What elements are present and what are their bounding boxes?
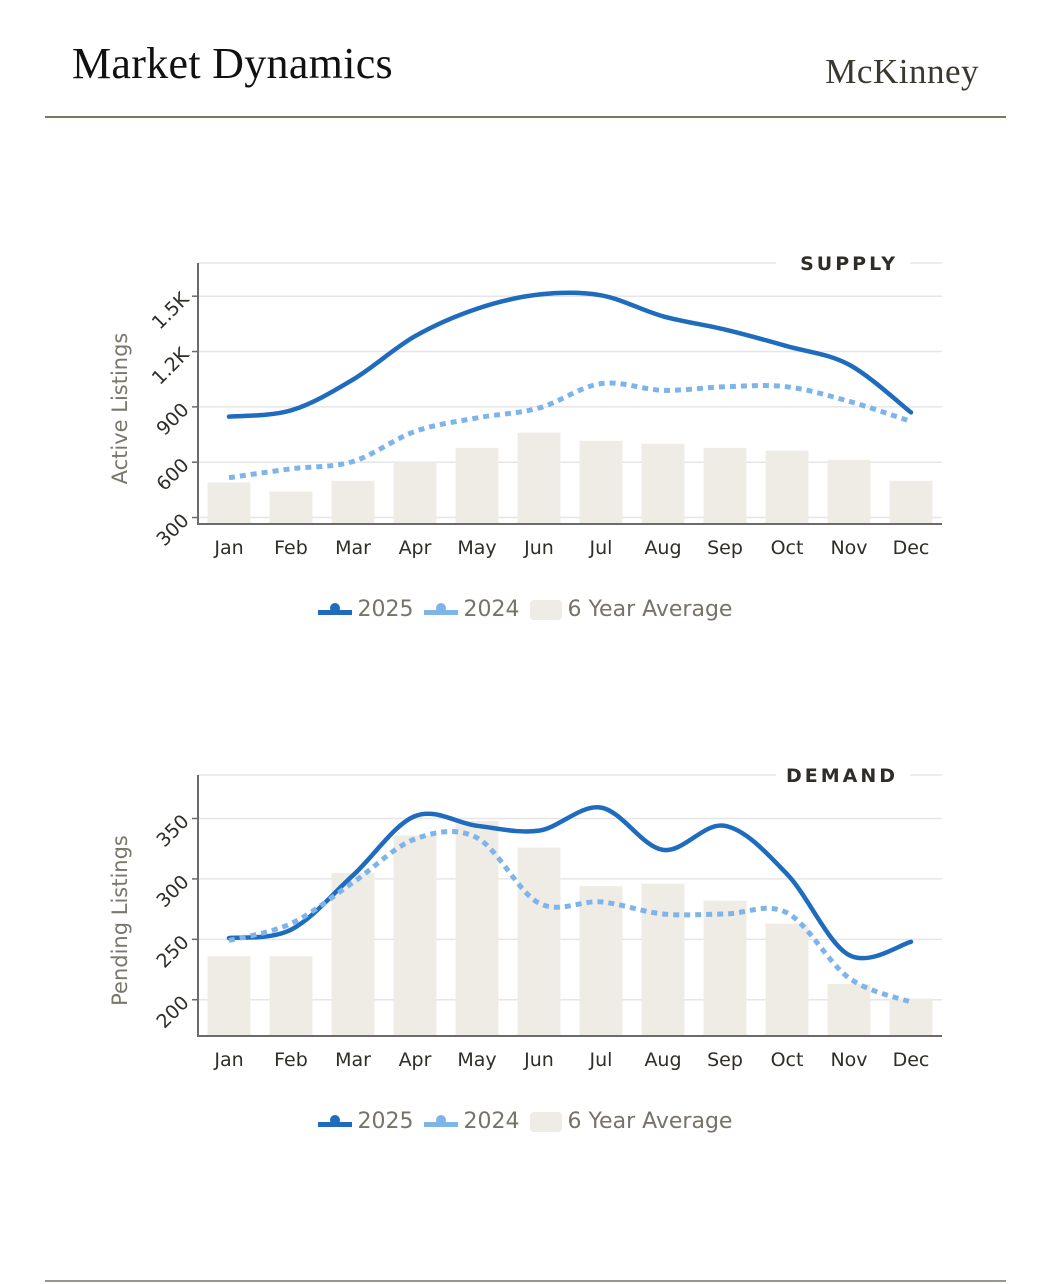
- x-tick-label: Jul: [589, 537, 613, 559]
- average-bar: [393, 835, 437, 1036]
- y-tick-label: 250: [152, 931, 193, 972]
- series-line-2025: [226, 805, 914, 961]
- x-tick-label: Jun: [523, 537, 554, 559]
- average-bar: [393, 462, 437, 524]
- legend-label-2024: 2024: [463, 597, 520, 622]
- average-bar: [207, 956, 251, 1036]
- average-bar: [889, 998, 933, 1036]
- x-tick-label: Oct: [771, 537, 804, 559]
- legend-item-2024[interactable]: 2024: [423, 597, 520, 622]
- legend-label-2025: 2025: [357, 1109, 414, 1134]
- x-tick-label: Aug: [644, 1049, 681, 1071]
- x-tick-label: Mar: [335, 1049, 371, 1071]
- average-bar: [765, 450, 809, 524]
- legend-line-2024-icon: [423, 1114, 458, 1129]
- legend-swatch-average-icon: [529, 1111, 562, 1132]
- section-label: SUPPLY: [800, 253, 898, 275]
- page-title: Market Dynamics: [72, 39, 393, 88]
- average-bar: [269, 956, 313, 1036]
- section-label-background: [776, 763, 910, 787]
- average-bar: [641, 883, 685, 1036]
- legend-label-average: 6 Year Average: [567, 597, 733, 622]
- average-bar: [517, 847, 561, 1036]
- legend-item-2025[interactable]: 2025: [317, 597, 414, 622]
- legend-line-2025-icon: [317, 1114, 352, 1129]
- legend-label-2024: 2024: [463, 1109, 520, 1134]
- supply-legend: 2025 2024 6 Year Average: [0, 597, 1054, 622]
- average-bar: [331, 872, 375, 1036]
- average-bar: [765, 923, 809, 1036]
- x-tick-label: Feb: [274, 537, 308, 559]
- average-bar: [827, 459, 871, 524]
- footer-divider: [45, 1280, 1006, 1282]
- average-bar: [827, 984, 871, 1036]
- city-name: McKinney: [825, 52, 979, 91]
- legend-label-average: 6 Year Average: [567, 1109, 733, 1134]
- x-tick-label: Mar: [335, 537, 371, 559]
- demand-chart: 200 250 300 350 Jan Feb Mar Apr May Jun Jul Aug Sep O…: [108, 763, 942, 1071]
- x-tick-label: Aug: [644, 537, 681, 559]
- average-bar: [331, 480, 375, 524]
- x-tick-label: Jan: [213, 1049, 243, 1071]
- average-bar: [889, 480, 933, 524]
- x-tick-label: Apr: [399, 1049, 432, 1071]
- average-bar: [207, 482, 251, 524]
- demand-legend: 2025 2024 6 Year Average: [0, 1109, 1054, 1134]
- average-bar: [455, 447, 499, 524]
- x-tick-label: Dec: [893, 1049, 930, 1071]
- legend-line-2024-icon: [423, 602, 458, 617]
- section-label-background: [776, 251, 910, 275]
- x-tick-label: Jul: [589, 1049, 613, 1071]
- header-divider: [45, 116, 1006, 118]
- x-tick-label: Sep: [707, 537, 743, 559]
- average-bar: [641, 443, 685, 524]
- x-tick-label: Jun: [523, 1049, 554, 1071]
- x-tick-label: Dec: [893, 537, 930, 559]
- x-tick-label: Sep: [707, 1049, 743, 1071]
- y-axis-label: Active Listings: [108, 333, 132, 485]
- y-axis-label: Pending Listings: [108, 835, 132, 1006]
- x-tick-label: Oct: [771, 1049, 804, 1071]
- section-label: DEMAND: [786, 765, 898, 787]
- x-tick-label: Nov: [830, 1049, 867, 1071]
- series-line-2025: [226, 290, 914, 419]
- y-tick-label: 200: [152, 992, 193, 1033]
- series-line-2024: [228, 829, 912, 1005]
- average-bar: [579, 440, 623, 524]
- legend-item-2025[interactable]: 2025: [317, 1109, 414, 1134]
- x-tick-label: Apr: [399, 537, 432, 559]
- average-bar: [517, 432, 561, 524]
- x-tick-label: Feb: [274, 1049, 308, 1071]
- legend-label-2025: 2025: [357, 597, 414, 622]
- average-bar: [703, 900, 747, 1036]
- legend-item-average[interactable]: 6 Year Average: [529, 597, 733, 622]
- average-bar: [579, 886, 623, 1036]
- x-tick-label: Jan: [213, 537, 243, 559]
- x-tick-label: May: [457, 537, 496, 559]
- x-tick-label: May: [457, 1049, 496, 1071]
- legend-item-2024[interactable]: 2024: [423, 1109, 520, 1134]
- y-tick-label: 300: [152, 871, 193, 912]
- legend-line-2025-icon: [317, 602, 352, 617]
- legend-item-average[interactable]: 6 Year Average: [529, 1109, 733, 1134]
- x-tick-label: Nov: [830, 537, 867, 559]
- y-tick-label: 350: [152, 810, 193, 851]
- average-bar: [455, 820, 499, 1036]
- legend-swatch-average-icon: [529, 599, 562, 620]
- average-bar: [703, 447, 747, 524]
- average-bar: [269, 491, 313, 524]
